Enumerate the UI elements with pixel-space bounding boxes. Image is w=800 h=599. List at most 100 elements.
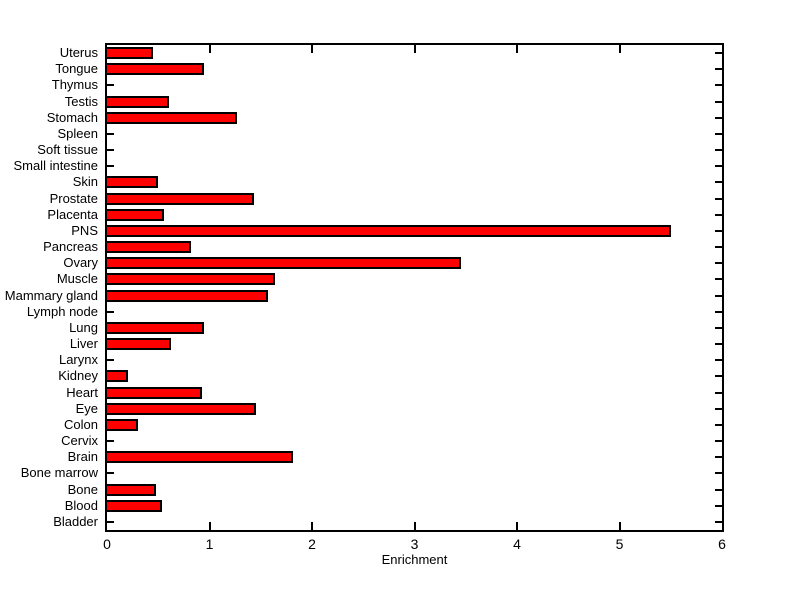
bar-heart xyxy=(105,386,203,399)
y-tick-label: Thymus xyxy=(51,77,98,93)
y-tick-right xyxy=(715,213,722,216)
bar-lung xyxy=(105,321,205,334)
y-tick-label: Cervix xyxy=(61,433,98,449)
bar-kidney xyxy=(105,370,128,383)
bar-tongue xyxy=(105,63,205,76)
y-tick-right xyxy=(715,423,722,426)
y-tick-label: Brain xyxy=(67,449,98,465)
bar-muscle xyxy=(105,273,276,286)
x-tick-label: 3 xyxy=(410,536,419,552)
x-tick-top xyxy=(311,45,313,53)
bar-eye xyxy=(105,402,256,415)
y-tick-right xyxy=(715,294,722,297)
x-tick-top xyxy=(516,45,518,53)
y-tick-label: Bladder xyxy=(53,513,98,529)
bar-mammary-gland xyxy=(105,289,268,302)
bar-colon xyxy=(105,418,138,431)
y-tick-label: Eye xyxy=(75,400,98,416)
y-tick-right xyxy=(715,246,722,249)
bar-pns xyxy=(105,224,671,237)
y-tick-right xyxy=(715,359,722,362)
y-tick-label: Kidney xyxy=(58,368,98,384)
x-tick-top xyxy=(208,45,211,53)
y-tick-right xyxy=(715,68,722,71)
x-tick-label: 5 xyxy=(615,536,624,552)
x-tick-top xyxy=(413,45,416,53)
y-tick-label: Tongue xyxy=(55,61,98,77)
y-tick-right xyxy=(715,165,722,168)
bar-uterus xyxy=(105,47,154,60)
y-tick-label: Mammary gland xyxy=(4,287,98,303)
bar-blood xyxy=(105,499,163,512)
bar-ovary xyxy=(105,257,461,270)
y-tick-left xyxy=(107,165,114,168)
y-tick-right xyxy=(715,149,722,152)
y-tick-right xyxy=(715,375,722,378)
y-tick-label: Stomach xyxy=(46,109,98,125)
y-tick-label: Heart xyxy=(66,384,98,400)
y-tick-left xyxy=(107,149,114,152)
y-tick-left xyxy=(107,359,114,362)
y-tick-label: Skin xyxy=(72,174,98,190)
y-tick-right xyxy=(715,278,722,281)
y-tick-right xyxy=(715,504,722,507)
y-tick-right xyxy=(715,116,722,119)
y-tick-right xyxy=(715,343,722,346)
x-tick-label: 0 xyxy=(103,536,111,552)
y-tick-right xyxy=(715,52,722,55)
y-tick-left xyxy=(107,132,114,135)
x-tick-label: 1 xyxy=(205,536,214,552)
bar-bone xyxy=(105,483,157,496)
y-tick-label: Ovary xyxy=(63,255,98,271)
bar-placenta xyxy=(105,208,165,221)
y-tick-right xyxy=(715,84,722,87)
x-tick-label: 2 xyxy=(308,536,316,552)
y-tick-left xyxy=(107,520,114,523)
y-tick-left xyxy=(107,310,114,313)
y-tick-right xyxy=(715,407,722,410)
x-tick-bottom xyxy=(208,522,211,530)
plot-area xyxy=(105,43,724,532)
x-tick-bottom xyxy=(618,522,621,530)
y-tick-right xyxy=(715,197,722,200)
bar-skin xyxy=(105,176,159,189)
y-tick-right xyxy=(715,310,722,313)
bar-prostate xyxy=(105,192,254,205)
y-tick-right xyxy=(715,520,722,523)
y-tick-label: Bone xyxy=(67,481,98,497)
y-tick-label: Spleen xyxy=(57,125,98,141)
y-tick-label: Larynx xyxy=(58,352,98,368)
x-axis-title: Enrichment xyxy=(381,552,448,567)
x-tick-label: 4 xyxy=(513,536,521,552)
y-tick-right xyxy=(715,100,722,103)
y-tick-right xyxy=(715,488,722,491)
y-tick-left xyxy=(107,472,114,475)
y-tick-right xyxy=(715,229,722,232)
bar-pancreas xyxy=(105,241,192,254)
x-tick-label: 6 xyxy=(718,536,726,552)
x-tick-bottom xyxy=(516,522,518,530)
y-tick-right xyxy=(715,440,722,443)
y-tick-right xyxy=(715,326,722,329)
y-tick-label: PNS xyxy=(71,222,98,238)
y-tick-label: Prostate xyxy=(49,190,98,206)
bar-liver xyxy=(105,338,171,351)
bar-testis xyxy=(105,95,169,108)
x-tick-bottom xyxy=(311,522,313,530)
y-tick-label: Blood xyxy=(64,497,98,513)
y-tick-right xyxy=(715,181,722,184)
y-tick-label: Small intestine xyxy=(13,158,98,174)
y-tick-label: Soft tissue xyxy=(37,142,98,158)
y-tick-left xyxy=(107,440,114,443)
y-tick-label: Lung xyxy=(69,319,98,335)
y-tick-label: Liver xyxy=(69,336,98,352)
y-tick-label: Pancreas xyxy=(43,239,98,255)
y-tick-right xyxy=(715,132,722,135)
y-tick-label: Muscle xyxy=(56,271,98,287)
y-tick-right xyxy=(715,262,722,265)
bar-brain xyxy=(105,451,293,464)
y-tick-right xyxy=(715,391,722,394)
y-tick-label: Bone marrow xyxy=(20,465,98,481)
y-tick-right xyxy=(715,456,722,459)
